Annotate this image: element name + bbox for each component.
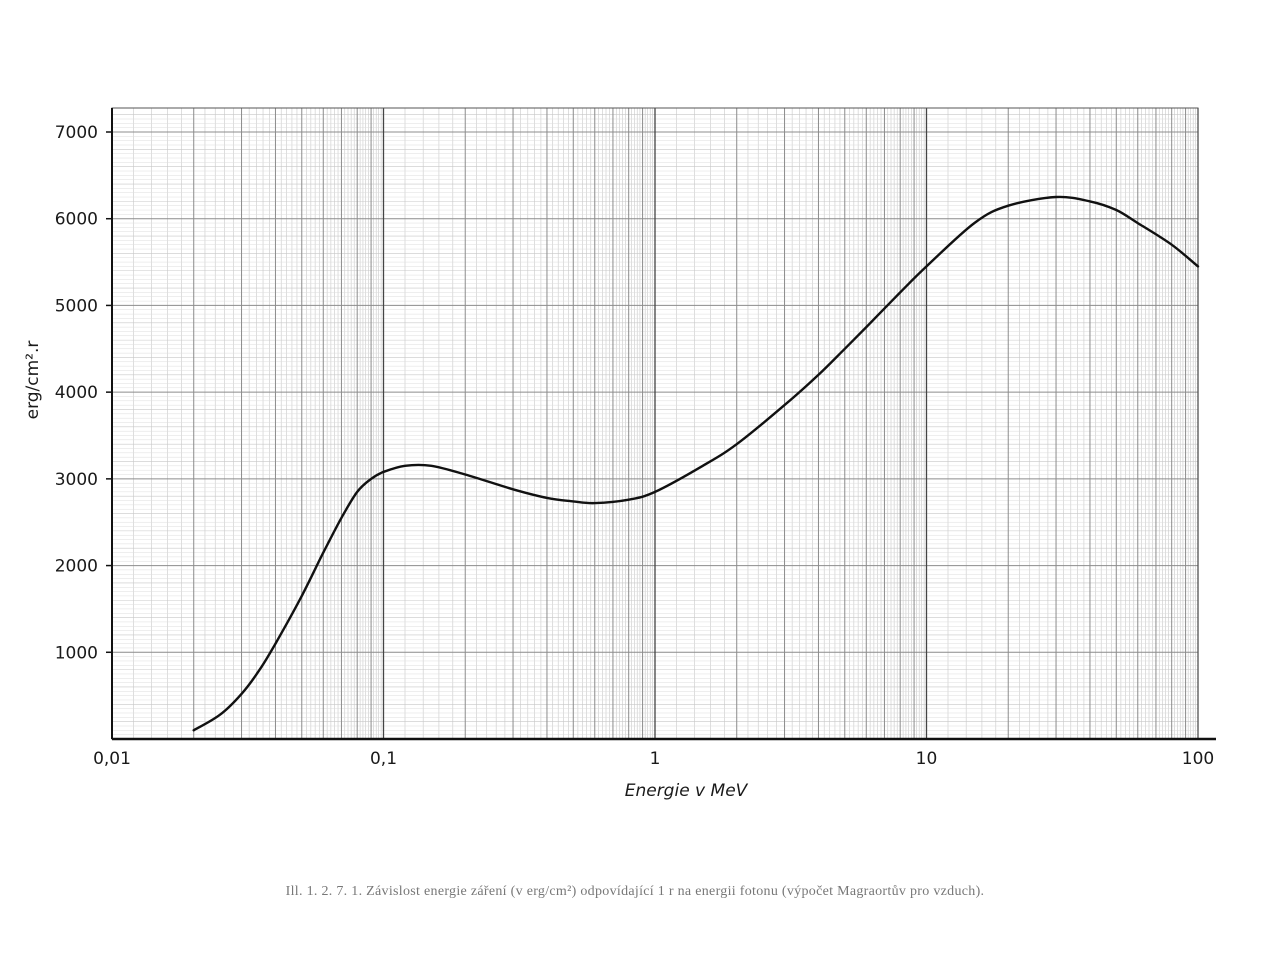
y-tick-label: 3000 — [55, 470, 98, 490]
x-tick-label: 10 — [916, 749, 938, 769]
x-tick-label: 100 — [1182, 749, 1214, 769]
y-tick-label: 2000 — [55, 557, 98, 577]
y-tick-label: 6000 — [55, 210, 98, 230]
x-tick-label: 0,1 — [370, 749, 397, 769]
y-tick-label: 5000 — [55, 296, 98, 316]
series-line — [192, 195, 1200, 732]
y-tick-label: 4000 — [55, 383, 98, 403]
y-tick-label: 1000 — [55, 643, 98, 663]
x-axis-title: Energie v MeV — [625, 781, 749, 801]
x-tick-labels: 0,01 0,1 1 10 100 — [93, 749, 1214, 769]
figure-caption: Ill. 1. 2. 7. 1. Závislost energie zářen… — [285, 884, 985, 899]
x-tick-label: 1 — [650, 749, 661, 769]
curve-layer — [192, 195, 1200, 732]
y-tick-labels: 1000 2000 3000 4000 5000 6000 7000 — [55, 123, 112, 663]
axes — [111, 107, 1216, 741]
grid-major — [111, 108, 1199, 739]
x-tick-label: 0,01 — [93, 749, 131, 769]
y-axis-title: erg/cm².r — [23, 341, 43, 420]
y-tick-label: 7000 — [55, 123, 98, 143]
